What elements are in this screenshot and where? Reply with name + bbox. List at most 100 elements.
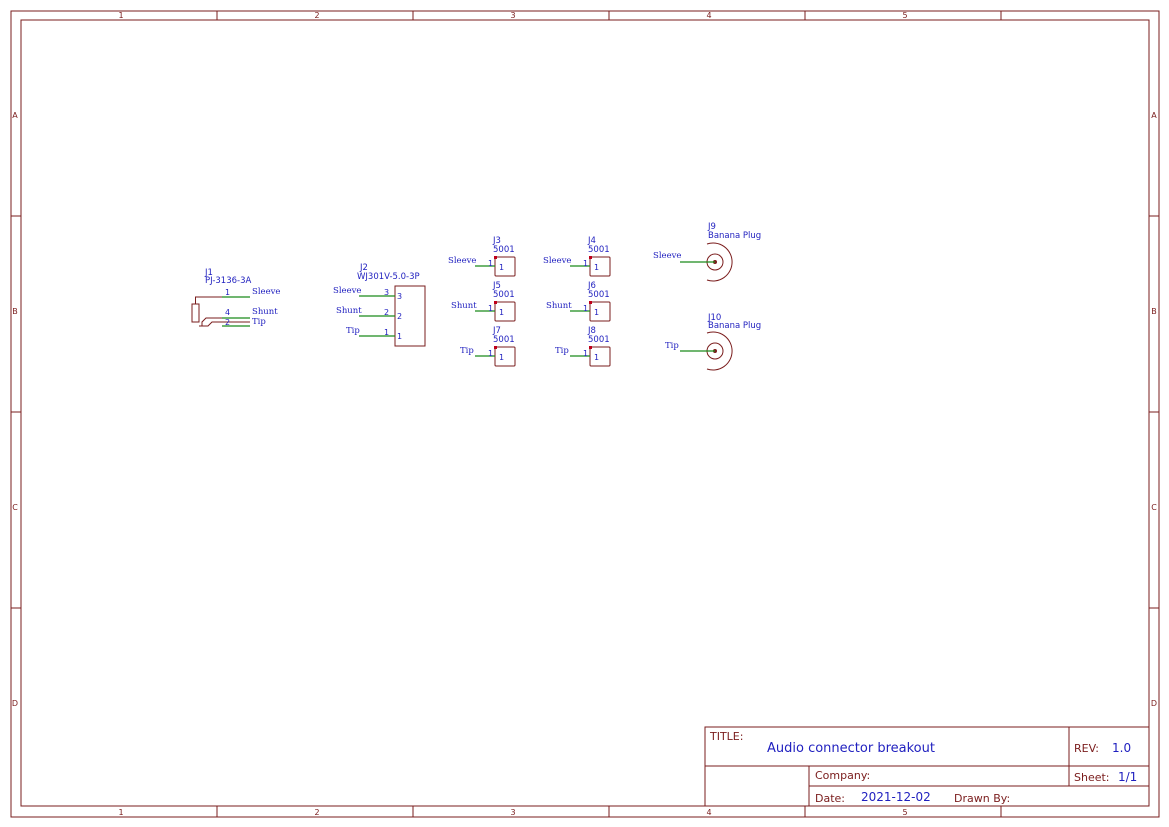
j4-body <box>589 256 611 277</box>
j1-body <box>191 303 200 323</box>
j9-value: Banana Plug <box>708 231 761 241</box>
j8-pin1-marker <box>589 346 592 349</box>
j8-body <box>589 346 611 367</box>
j5-pin-num: 1 <box>488 304 493 313</box>
j10-outer-ring <box>706 331 733 371</box>
j8-value: 5001 <box>588 335 610 345</box>
component-j4[interactable]: J4 5001 1 1 Sleeve <box>543 236 611 277</box>
j10-ref: J10 <box>707 313 721 323</box>
j1-net-sleeve: Sleeve <box>252 287 280 297</box>
j1-value: PJ-3136-3A <box>205 276 252 286</box>
j6-pin1-marker <box>589 301 592 304</box>
j6-pin-inner: 1 <box>594 308 599 317</box>
j1-pin-2-num: 2 <box>225 318 230 327</box>
j2-pin-1-num: 1 <box>384 328 389 337</box>
outer-frame <box>10 10 1160 818</box>
j1-ref: J1 <box>204 268 213 278</box>
j5-value: 5001 <box>493 290 515 300</box>
component-j3[interactable]: J3 5001 1 1 Sleeve <box>448 236 516 277</box>
j7-pin-inner: 1 <box>499 353 504 362</box>
j1-sleeve-lead <box>195 296 250 304</box>
j9-net: Sleeve <box>653 251 681 261</box>
row-label: A <box>12 111 18 120</box>
j6-value: 5001 <box>588 290 610 300</box>
row-label: D <box>1151 699 1157 708</box>
row-dividers <box>11 215 1159 609</box>
col-label: 4 <box>706 11 711 20</box>
col-label: 3 <box>510 808 515 817</box>
column-labels-top: 1 2 3 4 5 <box>118 11 907 20</box>
sheet-title: Audio connector breakout <box>767 741 935 756</box>
row-label: D <box>12 699 18 708</box>
component-j5[interactable]: J5 5001 1 1 Shunt <box>451 281 516 322</box>
j4-pin1-marker <box>589 256 592 259</box>
sheet-number: 1/1 <box>1118 770 1137 784</box>
j5-body <box>494 301 516 322</box>
row-label: C <box>12 503 18 512</box>
j2-pin-3-num: 3 <box>384 288 389 297</box>
col-label: 5 <box>902 11 907 20</box>
j3-pin-num: 1 <box>488 259 493 268</box>
row-label: B <box>12 307 18 316</box>
component-j8[interactable]: J8 5001 1 1 Tip <box>555 326 611 367</box>
col-label: 2 <box>314 11 319 20</box>
j2-net-tip: Tip <box>346 326 360 336</box>
j2-pin-2-num: 2 <box>384 308 389 317</box>
row-label: A <box>1151 111 1157 120</box>
j4-pin-inner: 1 <box>594 263 599 272</box>
j8-pin-inner: 1 <box>594 353 599 362</box>
j3-body <box>494 256 516 277</box>
component-j1[interactable]: J1 PJ-3136-3A 1 4 2 Sleeve Shunt Tip <box>191 268 280 327</box>
j2-net-shunt: Shunt <box>336 306 362 316</box>
j7-value: 5001 <box>493 335 515 345</box>
column-labels-bottom: 1 2 3 4 5 <box>118 808 907 817</box>
column-dividers <box>216 11 1002 817</box>
j7-net: Tip <box>460 346 474 356</box>
j1-tip-lead <box>199 321 250 327</box>
j2-net-sleeve: Sleeve <box>333 286 361 296</box>
j3-ref: J3 <box>492 236 501 246</box>
j6-body <box>589 301 611 322</box>
j3-value: 5001 <box>493 245 515 255</box>
j9-ref: J9 <box>707 222 716 232</box>
j1-net-tip: Tip <box>252 317 266 327</box>
col-label: 5 <box>902 808 907 817</box>
sheet-label: Sheet: <box>1074 771 1110 784</box>
component-j9[interactable]: J9 Banana Plug Sleeve <box>653 222 761 282</box>
j8-ref: J8 <box>587 326 596 336</box>
j3-pin-inner: 1 <box>499 263 504 272</box>
rev-value: 1.0 <box>1112 741 1131 755</box>
rev-label: REV: <box>1074 742 1099 755</box>
j7-pin-num: 1 <box>488 349 493 358</box>
j6-ref: J6 <box>587 281 596 291</box>
j3-pin1-marker <box>494 256 497 259</box>
j1-net-shunt: Shunt <box>252 307 278 317</box>
date-label: Date: <box>815 792 845 805</box>
j6-net: Shunt <box>546 301 572 311</box>
component-j10[interactable]: J10 Banana Plug Tip <box>665 313 761 371</box>
j8-pin-num: 1 <box>583 349 588 358</box>
row-label: C <box>1151 503 1157 512</box>
date-value: 2021-12-02 <box>861 790 931 804</box>
j8-net: Tip <box>555 346 569 356</box>
component-j7[interactable]: J7 5001 1 1 Tip <box>460 326 516 367</box>
j10-value: Banana Plug <box>708 321 761 331</box>
j6-pin-num: 1 <box>583 304 588 313</box>
component-j6[interactable]: J6 5001 1 1 Shunt <box>546 281 611 322</box>
j3-net: Sleeve <box>448 256 476 266</box>
j5-pin1-marker <box>494 301 497 304</box>
col-label: 2 <box>314 808 319 817</box>
col-label: 4 <box>706 808 711 817</box>
j9-outer-ring <box>706 242 733 282</box>
j10-net: Tip <box>665 341 679 351</box>
j2-ref: J2 <box>359 263 368 273</box>
j2-pin-3-inner: 3 <box>397 292 402 301</box>
j7-pin1-marker <box>494 346 497 349</box>
j2-pin-1-inner: 1 <box>397 332 402 341</box>
j5-pin-inner: 1 <box>499 308 504 317</box>
component-j2[interactable]: J2 WJ301V-5.0-3P 3 2 1 3 2 1 Sleeve Shun… <box>333 263 426 347</box>
row-labels-right: A B C D <box>1151 111 1157 708</box>
j5-net: Shunt <box>451 301 477 311</box>
j4-value: 5001 <box>588 245 610 255</box>
col-label: 1 <box>118 808 123 817</box>
